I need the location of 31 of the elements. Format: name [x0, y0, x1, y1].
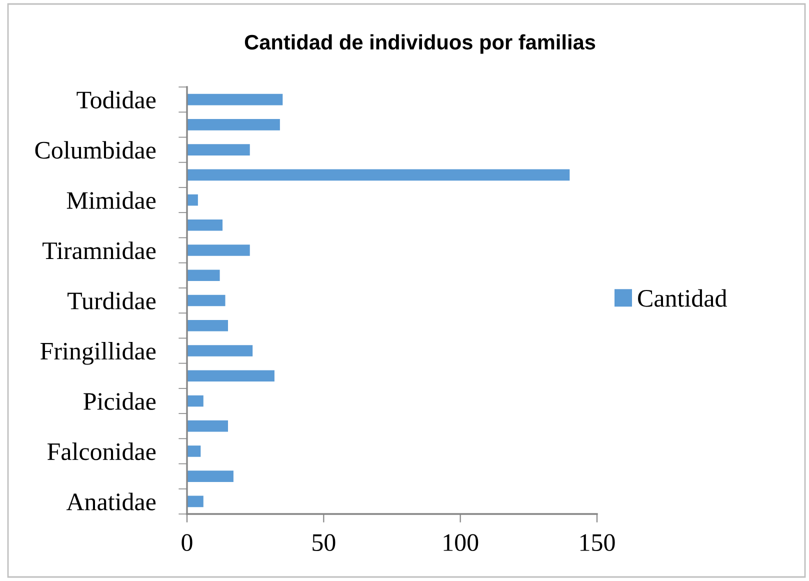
bar [187, 169, 570, 181]
bar [187, 294, 226, 306]
y-tick-label: Mimidae [66, 191, 156, 209]
y-tick-label: Columbidae [35, 141, 156, 159]
bar [187, 470, 234, 482]
bar [187, 144, 250, 156]
bar [187, 370, 274, 382]
y-tick-label: Anatidae [66, 492, 156, 510]
bar [187, 270, 220, 282]
bar [187, 119, 280, 130]
y-tick-label: Picidae [84, 392, 156, 410]
y-tick-label: Turdidae [68, 292, 156, 310]
y-tick-label: Falconidae [47, 442, 156, 460]
bar [187, 320, 228, 332]
bar [187, 94, 283, 106]
chart-title: Cantidad de individuos por familias [244, 34, 596, 54]
y-tick-label: Fringillidae [40, 342, 156, 365]
bar [187, 395, 204, 407]
bar [187, 244, 250, 256]
x-tick-label: 100 [444, 534, 478, 552]
y-tick-label: Todidae [76, 90, 156, 108]
legend-label: Cantidad [638, 289, 727, 307]
x-tick-label: 50 [312, 534, 336, 552]
x-tick-label: 150 [580, 534, 615, 552]
bar [187, 420, 228, 432]
bar [187, 496, 204, 508]
bar [187, 219, 223, 231]
bar [187, 345, 253, 356]
x-tick-label: 0 [182, 534, 192, 552]
y-tick-label: Tiramnidae [42, 242, 156, 260]
bar [187, 446, 201, 457]
